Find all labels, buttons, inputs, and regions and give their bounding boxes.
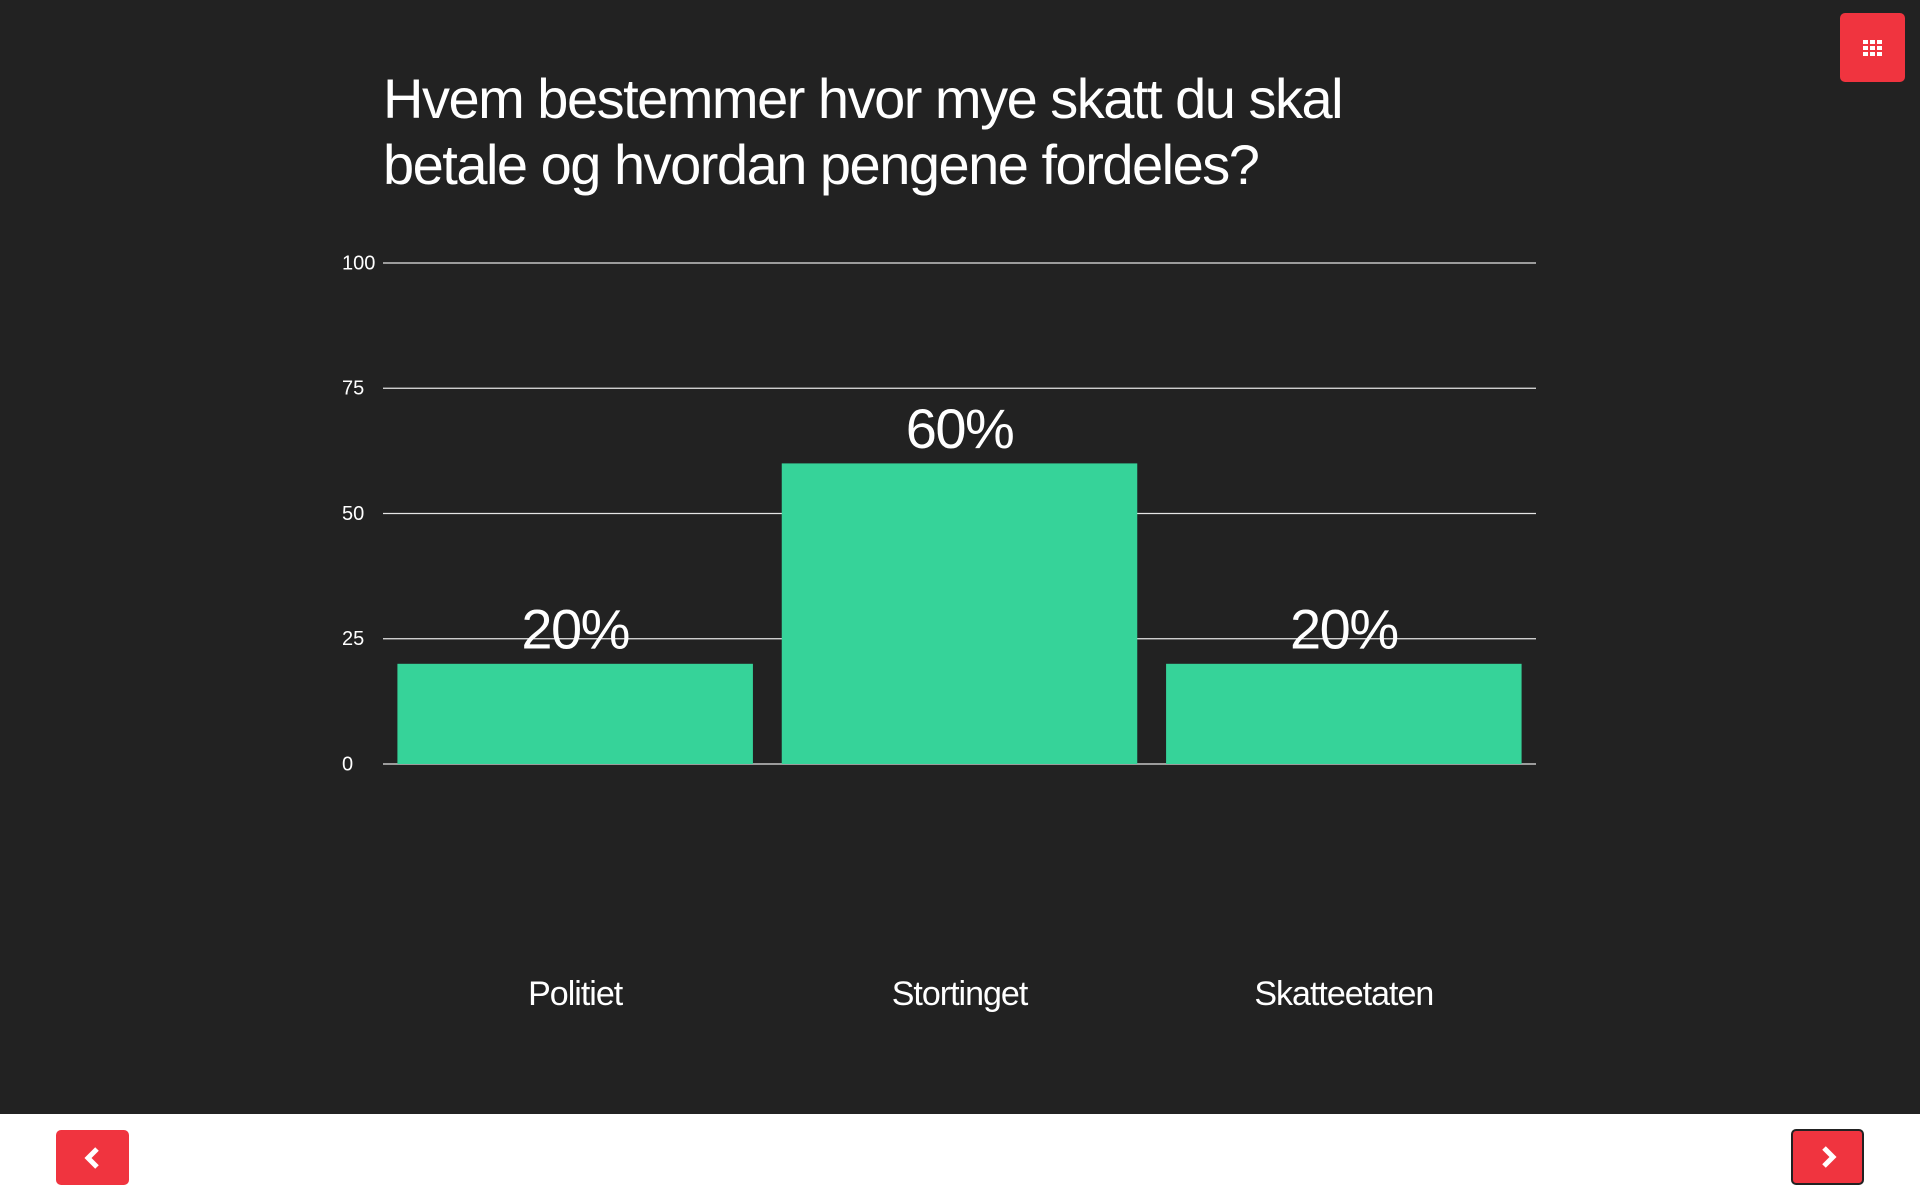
slide: Hvem bestemmer hvor mye skatt du skal be…: [0, 0, 1920, 1114]
y-tick-label: 100: [342, 252, 375, 274]
grid-icon: [1863, 40, 1882, 56]
chart-title: Hvem bestemmer hvor mye skatt du skal be…: [383, 67, 1344, 196]
chevron-right-icon: [1822, 1146, 1837, 1168]
value-label: 20%: [521, 598, 629, 661]
y-tick-label: 75: [342, 378, 364, 400]
bar: [1166, 663, 1522, 764]
x-tick-label: Skatteetaten: [1254, 975, 1433, 1013]
y-tick-label: 25: [342, 628, 364, 650]
next-button[interactable]: [1791, 1129, 1864, 1185]
y-tick-label: 0: [342, 753, 353, 775]
chevron-left-icon: [84, 1147, 99, 1169]
chart: 0 25 50 75 100 Politiet 20% Stortinget 60% Skatte…: [342, 252, 1536, 1013]
x-tick-label: Politiet: [528, 975, 624, 1013]
y-tick-label: 50: [342, 503, 364, 525]
previous-button[interactable]: [56, 1130, 129, 1185]
bar: [781, 463, 1138, 764]
value-label: 20%: [1290, 598, 1398, 661]
value-label: 60%: [906, 397, 1014, 460]
menu-button[interactable]: [1840, 13, 1905, 82]
bar: [397, 663, 753, 764]
x-tick-label: Stortinget: [892, 975, 1029, 1013]
